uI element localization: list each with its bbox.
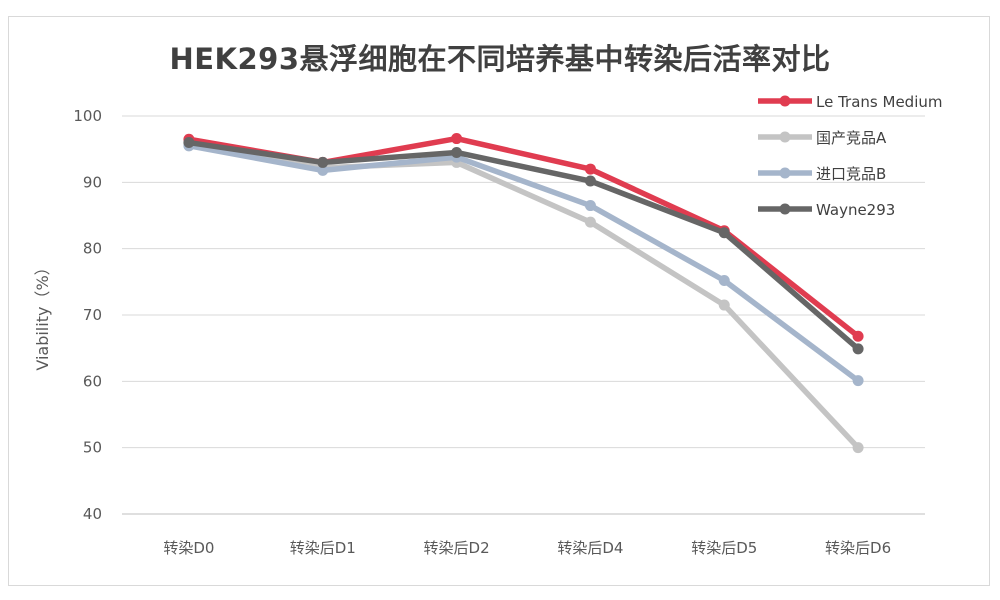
legend-marker-0 — [779, 95, 791, 107]
legend-marker-3 — [779, 203, 791, 215]
legend-label-3: Wayne293 — [816, 201, 895, 219]
data-point-0-2 — [451, 133, 463, 145]
series-2 — [183, 140, 864, 387]
series-lines — [183, 133, 864, 454]
y-tick-80: 80 — [83, 240, 102, 258]
data-point-1-5 — [852, 442, 864, 454]
x-tick-5: 转染后D6 — [825, 539, 891, 557]
x-tick-labels: 转染D0 转染后D1 转染后D2 转染后D4 转染后D5 转染后D6 — [163, 539, 891, 557]
series-line-2 — [186, 143, 861, 384]
x-tick-1: 转染后D1 — [290, 539, 356, 557]
series-line-1 — [186, 141, 861, 451]
data-point-2-1 — [317, 164, 329, 176]
data-point-2-5 — [852, 375, 864, 387]
data-point-1-4 — [718, 299, 730, 311]
data-point-3-5 — [852, 343, 864, 355]
x-tick-0: 转染D0 — [163, 539, 214, 557]
data-point-2-4 — [718, 275, 730, 287]
legend-item-3: Wayne293 — [758, 201, 895, 219]
legend-label-2: 进口竞品B — [816, 165, 886, 183]
y-tick-90: 90 — [83, 173, 102, 191]
legend: Le Trans Medium 国产竞品A 进口竞品B Wayne293 — [758, 93, 942, 219]
series-3 — [183, 137, 864, 355]
data-point-0-5 — [852, 330, 864, 342]
y-tick-100: 100 — [73, 107, 102, 125]
y-tick-60: 60 — [83, 372, 102, 390]
legend-item-1: 国产竞品A — [758, 129, 887, 147]
data-point-3-4 — [718, 227, 730, 239]
legend-item-2: 进口竞品B — [758, 165, 886, 183]
data-point-1-3 — [584, 216, 596, 228]
x-tick-2: 转染后D2 — [424, 539, 490, 557]
y-tick-labels: 40 50 60 70 80 90 100 — [73, 107, 102, 523]
y-tick-50: 50 — [83, 439, 102, 457]
legend-marker-1 — [779, 131, 791, 143]
y-axis-title: Viability（%） — [33, 259, 52, 370]
data-point-3-1 — [317, 156, 329, 168]
legend-label-0: Le Trans Medium — [816, 93, 942, 111]
data-point-0-3 — [584, 163, 596, 175]
series-line-3 — [186, 139, 861, 352]
chart-title: HEK293悬浮细胞在不同培养基中转染后活率对比 — [169, 42, 831, 76]
data-point-3-3 — [584, 175, 596, 187]
chart-frame — [8, 16, 990, 586]
y-tick-70: 70 — [83, 306, 102, 324]
legend-marker-2 — [779, 167, 791, 179]
x-tick-4: 转染后D5 — [691, 539, 757, 557]
legend-item-0: Le Trans Medium — [758, 93, 942, 111]
data-point-2-3 — [584, 200, 596, 212]
legend-label-1: 国产竞品A — [816, 129, 887, 147]
x-tick-3: 转染后D4 — [557, 539, 623, 557]
series-1 — [183, 138, 864, 454]
data-point-3-0 — [183, 137, 195, 149]
y-tick-40: 40 — [83, 505, 102, 523]
data-point-3-2 — [451, 146, 463, 158]
